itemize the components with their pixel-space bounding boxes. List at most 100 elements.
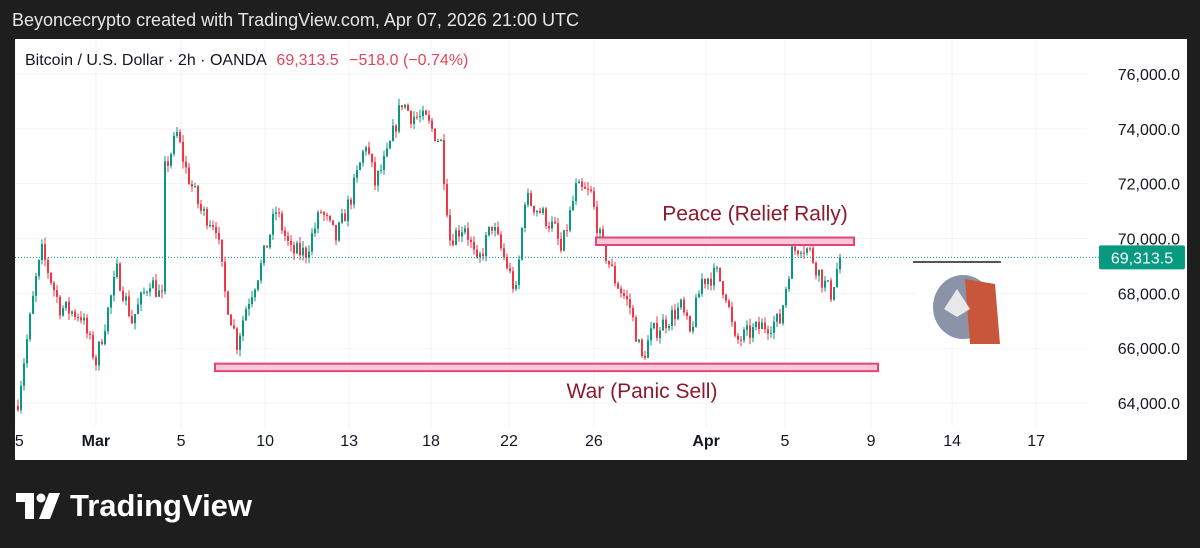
candle-body: [710, 278, 712, 286]
candle-body: [629, 299, 631, 308]
candle: [188, 163, 190, 185]
candle-body: [293, 244, 295, 254]
candle-body: [71, 311, 73, 314]
candle: [620, 285, 622, 298]
candle: [425, 109, 427, 116]
candle-body: [659, 330, 661, 338]
candle: [488, 226, 490, 237]
candle-body: [35, 276, 37, 296]
candle: [122, 286, 124, 303]
candle-body: [566, 230, 568, 232]
candle: [41, 239, 43, 265]
candle: [146, 290, 148, 296]
candle-body: [623, 293, 625, 297]
candle-body: [242, 320, 244, 336]
candle: [611, 258, 613, 267]
candle: [335, 224, 337, 246]
candle-body: [233, 325, 235, 329]
candle: [71, 310, 73, 317]
candle-body: [368, 147, 370, 154]
candle: [647, 335, 649, 358]
candle: [320, 209, 322, 214]
candle: [218, 226, 220, 245]
candle: [434, 128, 436, 142]
candle-body: [47, 259, 49, 273]
candle-body: [833, 287, 835, 300]
candle-body: [602, 229, 604, 239]
tradingview-logo[interactable]: TradingView: [16, 488, 252, 524]
price-chart[interactable]: 64,000.0 66,000.0 68,000.0 70,000.0 72,000.0…: [6, 39, 1187, 460]
last-price-label: 69,313.5: [1111, 250, 1173, 267]
candle: [401, 105, 403, 111]
candle: [119, 261, 121, 292]
candle-body: [764, 322, 766, 330]
candle: [551, 216, 553, 232]
candle-body: [254, 289, 256, 298]
candle: [713, 263, 715, 291]
candle: [500, 231, 502, 251]
candle: [809, 246, 811, 252]
candle: [407, 103, 409, 112]
candle-body: [641, 339, 643, 356]
candle-body: [230, 314, 232, 326]
candle-body: [545, 208, 547, 227]
candle: [542, 206, 544, 216]
candle: [137, 298, 139, 315]
candle-body: [398, 105, 400, 132]
candle: [356, 165, 358, 183]
candle: [449, 209, 451, 246]
candle-body: [392, 125, 394, 142]
candle-body: [62, 308, 64, 316]
candle: [599, 227, 601, 239]
candle-body: [245, 309, 247, 321]
candle-body: [800, 252, 802, 254]
candle: [44, 237, 46, 267]
candle: [341, 208, 343, 224]
candle-body: [50, 272, 52, 283]
candle-body: [170, 154, 172, 166]
candle-body: [527, 192, 529, 205]
candle-body: [719, 267, 721, 282]
candle-body: [686, 312, 688, 317]
candle-body: [320, 212, 322, 214]
candle-body: [617, 283, 619, 289]
candle: [596, 200, 598, 238]
candle-body: [575, 183, 577, 202]
candle: [101, 338, 103, 346]
candle-body: [263, 245, 265, 264]
candle: [623, 289, 625, 299]
candle: [632, 305, 634, 322]
candle-body: [200, 203, 202, 211]
candle-body: [440, 139, 442, 141]
candle-body: [152, 280, 154, 289]
candle: [422, 105, 424, 121]
chart-panel[interactable]: 64,000.0 66,000.0 68,000.0 70,000.0 72,000.0…: [6, 39, 1187, 460]
candle-body: [110, 295, 112, 308]
candle: [287, 231, 289, 246]
candle: [788, 276, 790, 292]
candle: [659, 326, 661, 344]
candle-body: [494, 227, 496, 231]
candle: [419, 109, 421, 123]
candle-body: [59, 296, 61, 316]
candle: [26, 334, 28, 368]
candle: [386, 142, 388, 158]
candle-body: [779, 313, 781, 324]
annotation-label: War (Panic Sell): [567, 380, 718, 403]
candle-body: [164, 161, 166, 292]
x-tick-label: 5: [177, 433, 186, 450]
candle: [815, 261, 817, 280]
candle-body: [482, 253, 484, 256]
candle: [524, 202, 526, 233]
candle: [233, 319, 235, 330]
candle: [416, 112, 418, 120]
candle: [734, 320, 736, 338]
candle-body: [182, 141, 184, 162]
candle: [143, 287, 145, 295]
candle: [680, 298, 682, 310]
candle-body: [794, 246, 796, 251]
candle: [158, 284, 160, 297]
candle: [629, 293, 631, 315]
candle: [140, 291, 142, 312]
candle: [215, 221, 217, 239]
